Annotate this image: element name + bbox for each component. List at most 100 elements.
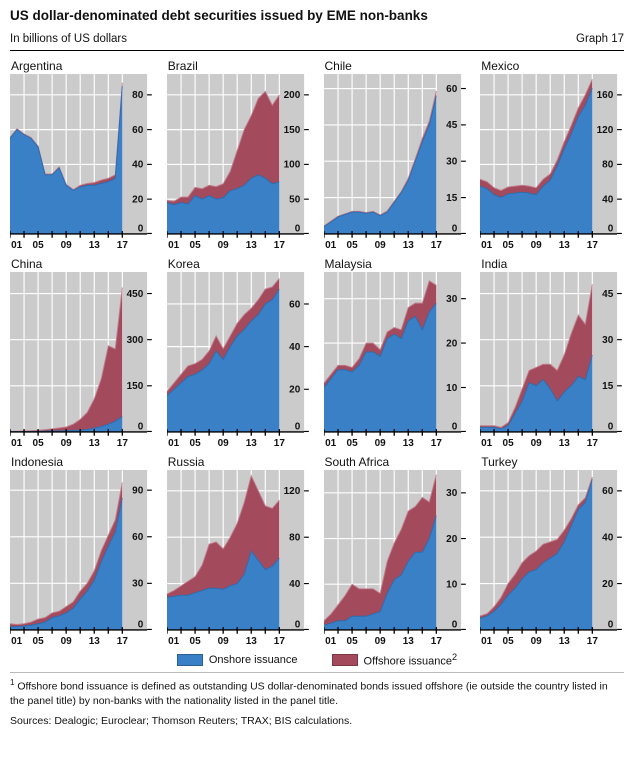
svg-text:20: 20 xyxy=(602,579,614,590)
svg-text:09: 09 xyxy=(217,240,229,250)
svg-text:0: 0 xyxy=(608,422,614,433)
svg-text:160: 160 xyxy=(597,90,614,101)
svg-text:05: 05 xyxy=(33,438,45,448)
svg-text:150: 150 xyxy=(127,381,144,392)
chart-korea: 0 20 40 60 01 05 09 13 17 xyxy=(166,272,309,448)
chart-mexico: 0 40 80 120 160 01 05 09 13 17 xyxy=(480,74,623,250)
svg-text:60: 60 xyxy=(289,299,301,310)
svg-text:17: 17 xyxy=(274,636,286,646)
svg-text:05: 05 xyxy=(503,636,515,646)
svg-text:17: 17 xyxy=(117,240,129,250)
svg-text:30: 30 xyxy=(446,294,458,305)
svg-text:60: 60 xyxy=(132,125,144,136)
legend-label-onshore: Onshore issuance xyxy=(208,654,298,667)
svg-text:17: 17 xyxy=(430,636,442,646)
svg-text:05: 05 xyxy=(33,636,45,646)
svg-text:09: 09 xyxy=(531,438,543,448)
footnote-rule xyxy=(10,671,624,673)
svg-text:05: 05 xyxy=(189,636,201,646)
svg-text:30: 30 xyxy=(446,488,458,499)
svg-text:09: 09 xyxy=(61,636,73,646)
svg-text:17: 17 xyxy=(430,438,442,448)
chart-grid: Argentina 0 20 40 60 80 01 05 09 13 17 Brazil 0 50 100… xyxy=(10,59,624,646)
svg-text:09: 09 xyxy=(217,438,229,448)
legend-label-offshore: Offshore issuance2 xyxy=(363,652,458,668)
panel-indonesia: Indonesia 0 30 60 90 01 05 09 13 17 xyxy=(10,455,154,646)
svg-text:0: 0 xyxy=(294,620,300,631)
svg-text:01: 01 xyxy=(481,438,493,448)
panel-turkey: Turkey 0 20 40 60 01 05 09 13 17 xyxy=(480,455,624,646)
panel-argentina: Argentina 0 20 40 60 80 01 05 09 13 17 xyxy=(10,59,154,250)
offshore-swatch xyxy=(331,654,358,667)
svg-text:01: 01 xyxy=(325,636,337,646)
svg-text:17: 17 xyxy=(274,438,286,448)
svg-text:13: 13 xyxy=(402,636,414,646)
svg-text:40: 40 xyxy=(289,579,301,590)
svg-text:0: 0 xyxy=(294,224,300,235)
svg-text:13: 13 xyxy=(559,438,571,448)
svg-text:13: 13 xyxy=(89,438,101,448)
chart-brazil: 0 50 100 150 200 01 05 09 13 17 xyxy=(166,74,309,250)
svg-text:30: 30 xyxy=(446,157,458,168)
svg-text:40: 40 xyxy=(289,342,301,353)
svg-text:20: 20 xyxy=(446,534,458,545)
svg-text:45: 45 xyxy=(602,289,614,300)
chart-india: 0 15 30 45 01 05 09 13 17 xyxy=(480,272,623,448)
svg-text:120: 120 xyxy=(597,125,614,136)
units-subtitle: In billions of US dollars xyxy=(10,33,127,45)
svg-text:05: 05 xyxy=(503,240,515,250)
panel-russia: Russia 0 40 80 120 01 05 09 13 17 xyxy=(166,455,311,646)
chart-chile: 0 15 30 45 60 01 05 09 13 17 xyxy=(323,74,466,250)
panel-title-indonesia: Indonesia xyxy=(11,455,64,470)
svg-text:60: 60 xyxy=(132,532,144,543)
svg-text:30: 30 xyxy=(132,579,144,590)
header-rule xyxy=(10,50,624,51)
svg-text:40: 40 xyxy=(602,194,614,205)
svg-text:13: 13 xyxy=(245,636,257,646)
panel-title-brazil: Brazil xyxy=(167,59,198,73)
svg-text:200: 200 xyxy=(283,90,300,101)
svg-text:450: 450 xyxy=(127,289,144,300)
svg-text:20: 20 xyxy=(289,385,301,396)
panel-title-india: India xyxy=(481,257,508,272)
svg-text:0: 0 xyxy=(451,422,457,433)
panel-india: India 0 15 30 45 01 05 09 13 17 xyxy=(480,257,624,448)
svg-text:09: 09 xyxy=(374,240,386,250)
svg-text:05: 05 xyxy=(33,240,45,250)
svg-text:15: 15 xyxy=(446,193,458,204)
panel-china: China 0 150 300 450 01 05 09 13 17 xyxy=(10,257,154,448)
svg-text:13: 13 xyxy=(402,240,414,250)
svg-text:10: 10 xyxy=(446,580,458,591)
svg-text:09: 09 xyxy=(374,438,386,448)
svg-text:09: 09 xyxy=(61,438,73,448)
svg-text:13: 13 xyxy=(245,438,257,448)
svg-text:60: 60 xyxy=(602,486,614,497)
svg-text:13: 13 xyxy=(245,240,257,250)
svg-text:17: 17 xyxy=(430,240,442,250)
svg-text:01: 01 xyxy=(11,636,23,646)
legend-item-offshore: Offshore issuance2 xyxy=(331,652,458,668)
svg-text:13: 13 xyxy=(89,636,101,646)
svg-text:05: 05 xyxy=(189,240,201,250)
svg-text:10: 10 xyxy=(446,383,458,394)
svg-text:01: 01 xyxy=(168,240,180,250)
svg-text:100: 100 xyxy=(283,160,300,171)
footnote: 1 Offshore bond issuance is defined as o… xyxy=(10,677,608,707)
svg-text:15: 15 xyxy=(602,381,614,392)
panel-title-turkey: Turkey xyxy=(481,455,518,470)
panel-chile: Chile 0 15 30 45 60 01 05 09 13 17 xyxy=(323,59,468,250)
svg-text:13: 13 xyxy=(89,240,101,250)
chart-argentina: 0 20 40 60 80 01 05 09 13 17 xyxy=(10,74,152,250)
panel-brazil: Brazil 0 50 100 150 200 01 05 09 13 17 xyxy=(166,59,311,250)
legend: Onshore issuance Offshore issuance2 xyxy=(10,652,624,668)
svg-text:0: 0 xyxy=(138,620,144,631)
onshore-swatch xyxy=(176,654,203,667)
page-title: US dollar-denominated debt securities is… xyxy=(10,8,428,23)
chart-turkey: 0 20 40 60 01 05 09 13 17 xyxy=(480,470,623,646)
panel-title-russia: Russia xyxy=(167,455,205,470)
svg-text:80: 80 xyxy=(602,160,614,171)
svg-text:13: 13 xyxy=(559,240,571,250)
chart-malaysia: 0 10 20 30 01 05 09 13 17 xyxy=(323,272,466,448)
svg-text:0: 0 xyxy=(608,224,614,235)
